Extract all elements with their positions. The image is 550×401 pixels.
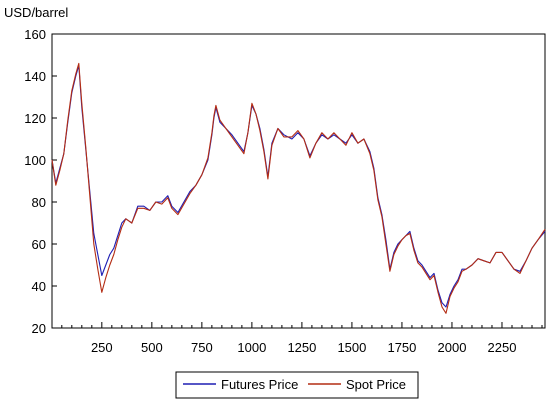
x-tick-label: 2250 <box>488 340 517 355</box>
y-tick-label: 40 <box>32 279 46 294</box>
y-tick-label: 160 <box>24 27 46 42</box>
legend: Futures Price Spot Price <box>175 371 419 399</box>
x-tick-label: 1000 <box>237 340 266 355</box>
y-axis-label: USD/barrel <box>4 5 68 20</box>
x-tick-label: 1750 <box>387 340 416 355</box>
legend-label-spot: Spot Price <box>346 377 406 392</box>
y-tick-label: 140 <box>24 69 46 84</box>
x-tick-label: 1250 <box>287 340 316 355</box>
plot-area <box>51 33 546 329</box>
x-tick-label: 1500 <box>337 340 366 355</box>
y-tick-label: 120 <box>24 111 46 126</box>
series-layer <box>51 62 546 314</box>
legend-box <box>175 371 419 399</box>
y-tick-label: 80 <box>32 195 46 210</box>
y-tick-label: 100 <box>24 153 46 168</box>
legend-label-futures: Futures Price <box>221 377 298 392</box>
x-tick-label: 500 <box>141 340 163 355</box>
series-line-spot-price <box>51 62 546 314</box>
y-tick-label: 60 <box>32 237 46 252</box>
x-tick-label: 2000 <box>438 340 467 355</box>
y-axis: 20 40 60 80 100 120 140 160 <box>24 27 57 336</box>
x-tick-label: 250 <box>91 340 113 355</box>
x-axis: 250 500 750 1000 1250 1500 1750 2000 2250 <box>61 322 543 355</box>
y-tick-label: 20 <box>32 321 46 336</box>
x-tick-label: 750 <box>191 340 213 355</box>
